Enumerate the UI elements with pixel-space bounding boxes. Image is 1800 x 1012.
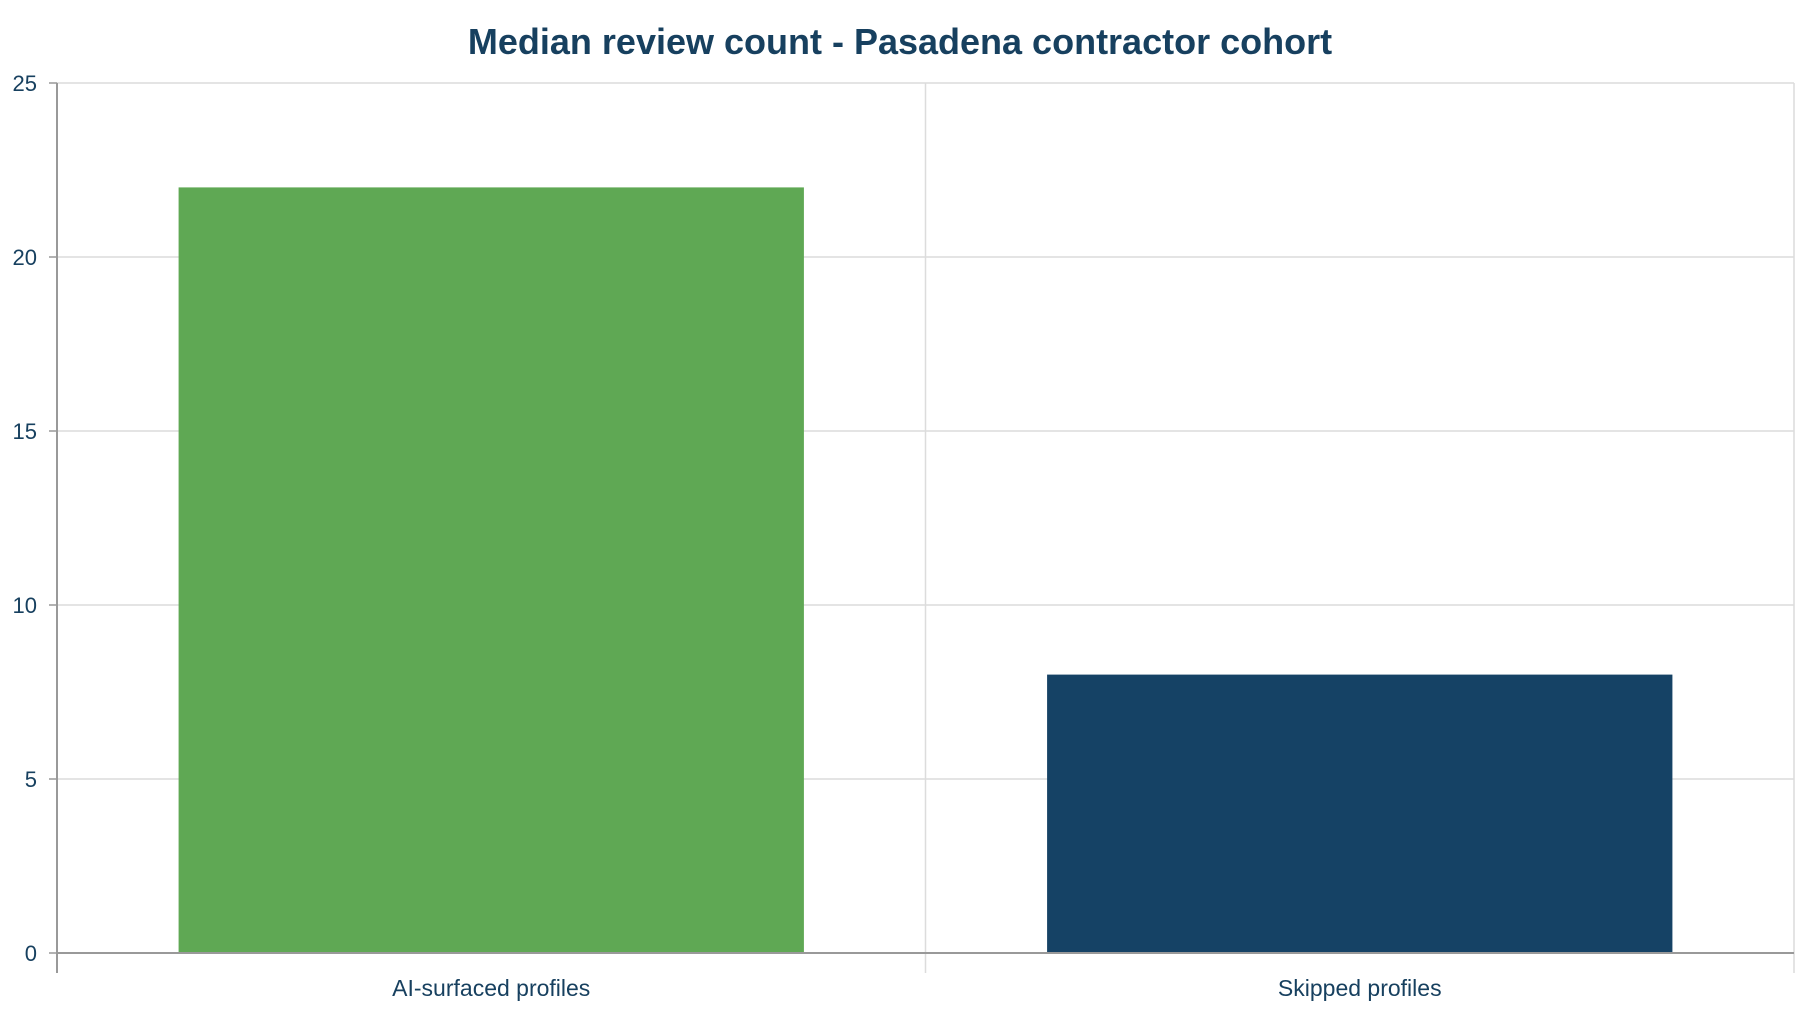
y-tick-label: 5 — [25, 767, 37, 792]
x-tick-label: Skipped profiles — [1278, 975, 1442, 1001]
bar-1 — [178, 187, 804, 953]
x-tick-label: AI-surfaced profiles — [392, 975, 590, 1001]
y-tick-label: 0 — [25, 941, 37, 966]
y-tick-label: 10 — [13, 593, 37, 618]
y-tick-label: 25 — [13, 71, 37, 96]
bars — [178, 187, 1673, 953]
x-axis-ticks: AI-surfaced profiles Skipped profiles — [392, 975, 1441, 1001]
bar-2 — [1047, 674, 1673, 953]
y-tick-label: 20 — [13, 245, 37, 270]
y-tick-label: 15 — [13, 419, 37, 444]
axes — [56, 83, 1794, 973]
y-axis-ticks: 0 5 10 15 20 25 — [13, 71, 57, 966]
chart-title: Median review count - Pasadena contracto… — [468, 21, 1332, 62]
